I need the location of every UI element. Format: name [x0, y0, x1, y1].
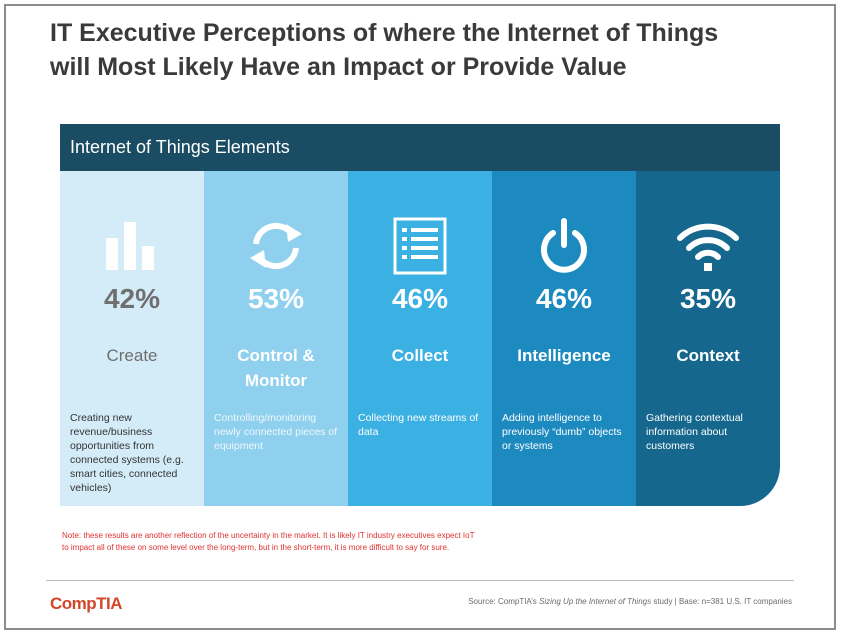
- source-citation: Source: CompTIA’s Sizing Up the Internet…: [468, 597, 792, 606]
- element-control-monitor: 53% Control & Monitor Controlling/monito…: [204, 171, 348, 506]
- desc-control-monitor: Controlling/monitoring newly connected p…: [214, 412, 338, 452]
- percent-collect: 46%: [391, 283, 449, 314]
- desc-create: Creating new revenue/business opportunit…: [70, 412, 184, 494]
- percent-create: 42%: [103, 283, 161, 314]
- comptia-logo: CompTIA: [50, 594, 123, 613]
- wifi-icon: [636, 216, 780, 276]
- desc-context: Gathering contextual information about c…: [646, 412, 743, 452]
- name-context: Context: [676, 346, 740, 365]
- percent-context: 35%: [679, 283, 737, 314]
- title-line-2: will Most Likely Have an Impact or Provi…: [50, 53, 627, 81]
- desc-intelligence: Adding intelligence to previously “dumb”…: [502, 412, 622, 452]
- element-intelligence: 46% Intelligence Adding intelligence to …: [492, 171, 636, 506]
- name-control-monitor: Control & Monitor: [237, 346, 315, 390]
- desc-collect: Collecting new streams of data: [358, 412, 479, 438]
- name-collect: Collect: [391, 346, 449, 365]
- footer-divider: [46, 580, 794, 581]
- percent-control-monitor: 53%: [247, 283, 305, 314]
- footnote: Note: these results are another reflecti…: [62, 530, 762, 554]
- refresh-icon: [204, 216, 348, 276]
- name-intelligence: Intelligence: [517, 346, 611, 365]
- name-create: Create: [106, 346, 158, 365]
- list-icon: [348, 216, 492, 276]
- footnote-line-1: Note: these results are another reflecti…: [62, 531, 475, 540]
- panel-header-title: Internet of Things Elements: [70, 137, 290, 157]
- slide-title: IT Executive Perceptions of where the In…: [50, 16, 810, 84]
- element-create: 42% Create Creating new revenue/business…: [60, 171, 204, 506]
- percent-intelligence: 46%: [535, 283, 593, 314]
- power-icon: [492, 216, 636, 276]
- element-context: 35% Context Gathering contextual informa…: [636, 171, 780, 506]
- iot-elements-panel: Internet of Things Elements 42% Create C…: [60, 124, 780, 506]
- title-line-1: IT Executive Perceptions of where the In…: [50, 19, 719, 47]
- bar-chart-icon: [60, 216, 204, 276]
- footnote-line-2: to impact all of these on some level ove…: [62, 543, 450, 552]
- panel-header: Internet of Things Elements: [60, 124, 780, 171]
- element-collect: 46% Collect Collecting new streams of da…: [348, 171, 492, 506]
